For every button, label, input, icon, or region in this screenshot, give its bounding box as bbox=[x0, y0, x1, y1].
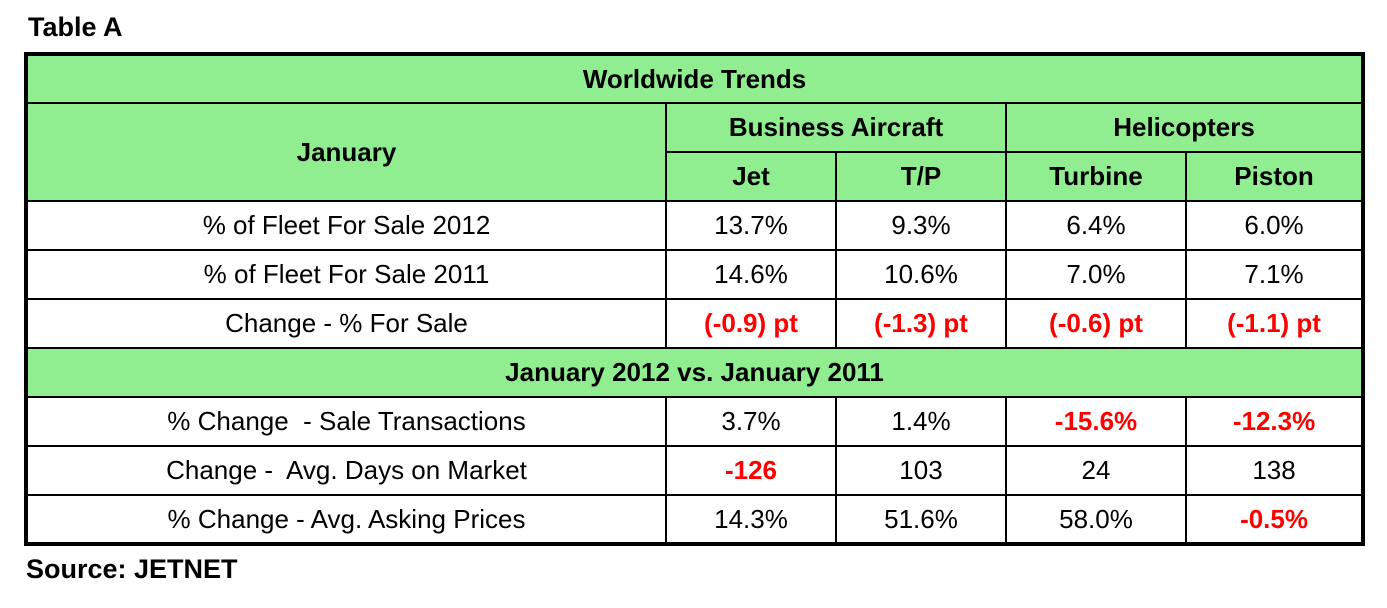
col-header-tp: T/P bbox=[835, 151, 1007, 202]
section-header: January 2012 vs. January 2011 bbox=[24, 347, 1365, 398]
section-header-row: January 2012 vs. January 2011 bbox=[24, 347, 1365, 398]
table-cell: -126 bbox=[665, 445, 837, 496]
table-cell: 6.4% bbox=[1005, 200, 1187, 251]
table-cell: (-1.1) pt bbox=[1184, 298, 1365, 349]
page: Table A Worldwide Trends January Busines… bbox=[24, 12, 1366, 584]
row-label: % Change - Avg. Asking Prices bbox=[25, 494, 667, 545]
table-cell: 103 bbox=[835, 445, 1007, 496]
group-header-business-aircraft: Business Aircraft bbox=[665, 102, 1007, 153]
table-cell: 24 bbox=[1005, 445, 1187, 496]
table-cell: 14.3% bbox=[665, 494, 837, 545]
table-row: % Change - Avg. Asking Prices 14.3% 51.6… bbox=[25, 494, 1365, 545]
table-cell: 1.4% bbox=[835, 396, 1007, 447]
table-row: Change - Avg. Days on Market -126 103 24… bbox=[25, 445, 1365, 496]
table-cell: 7.1% bbox=[1184, 249, 1365, 300]
table-row: % of Fleet For Sale 2012 13.7% 9.3% 6.4%… bbox=[25, 200, 1365, 251]
source-label: Source: JETNET bbox=[26, 554, 238, 584]
table-cell: -0.5% bbox=[1184, 494, 1365, 545]
table-row: % Change - Sale Transactions 3.7% 1.4% -… bbox=[25, 396, 1365, 447]
group-header-helicopters: Helicopters bbox=[1004, 102, 1365, 153]
table-cell: 58.0% bbox=[1005, 494, 1187, 545]
table-cell: 10.6% bbox=[835, 249, 1007, 300]
col-header-turbine: Turbine bbox=[1005, 151, 1187, 202]
main-header: Worldwide Trends bbox=[24, 53, 1365, 104]
table-cell: 9.3% bbox=[835, 200, 1007, 251]
row-label: Change - % For Sale bbox=[25, 298, 667, 349]
col-header-piston: Piston bbox=[1184, 151, 1365, 202]
row-label: % Change - Sale Transactions bbox=[25, 396, 667, 447]
col-header-jet: Jet bbox=[665, 151, 837, 202]
main-header-row: Worldwide Trends bbox=[24, 53, 1365, 104]
group-header-row: January Business Aircraft Helicopters bbox=[25, 102, 1365, 202]
table-cell: (-1.3) pt bbox=[835, 298, 1007, 349]
table-row: % of Fleet For Sale 2011 14.6% 10.6% 7.0… bbox=[25, 249, 1365, 300]
worldwide-trends-table: Worldwide Trends January Business Aircra… bbox=[24, 52, 1366, 546]
table-cell: 138 bbox=[1184, 445, 1365, 496]
row-label: Change - Avg. Days on Market bbox=[25, 445, 667, 496]
table-cell: 6.0% bbox=[1184, 200, 1365, 251]
row-label: % of Fleet For Sale 2012 bbox=[25, 200, 667, 251]
row-label: % of Fleet For Sale 2011 bbox=[25, 249, 667, 300]
period-header: January bbox=[25, 102, 667, 202]
table-cell: 51.6% bbox=[835, 494, 1007, 545]
table-cell: -12.3% bbox=[1184, 396, 1365, 447]
table-cell: (-0.6) pt bbox=[1005, 298, 1187, 349]
table-cell: 3.7% bbox=[665, 396, 837, 447]
table-cell: 14.6% bbox=[665, 249, 837, 300]
table-title: Table A bbox=[28, 12, 123, 42]
table-cell: 13.7% bbox=[665, 200, 837, 251]
table-row: Change - % For Sale (-0.9) pt (-1.3) pt … bbox=[25, 298, 1365, 349]
table-cell: -15.6% bbox=[1005, 396, 1187, 447]
table-cell: 7.0% bbox=[1005, 249, 1187, 300]
table-cell: (-0.9) pt bbox=[665, 298, 837, 349]
sub-header-row: Jet T/P Turbine Piston bbox=[26, 151, 1365, 202]
